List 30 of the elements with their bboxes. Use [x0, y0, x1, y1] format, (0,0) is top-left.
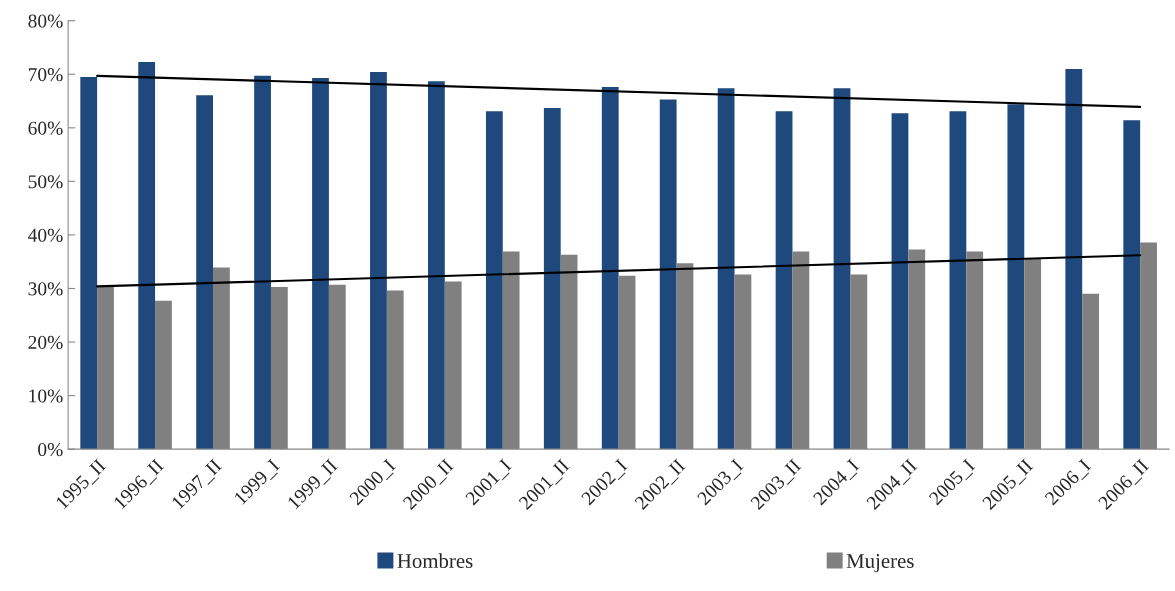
y-tick-label: 10% — [29, 389, 63, 403]
bar — [601, 87, 619, 450]
bar — [717, 88, 735, 450]
bar — [485, 111, 503, 450]
bar — [312, 77, 329, 450]
legend-label: Mujeres — [846, 554, 914, 573]
legend-label: Hombres — [397, 553, 473, 569]
bar — [1007, 104, 1025, 450]
y-tick-label: 60% — [28, 121, 63, 135]
y-tick-label: 50% — [28, 175, 63, 189]
bar — [1065, 68, 1083, 450]
bar — [1123, 120, 1141, 450]
bar — [138, 61, 156, 450]
bar — [543, 107, 561, 450]
y-tick-label: 80% — [28, 14, 63, 28]
y-tick-label: 20% — [28, 335, 63, 350]
bar — [833, 88, 851, 450]
y-tick-label: 40% — [28, 228, 63, 242]
y-tick-label: 0% — [38, 442, 63, 457]
bar — [775, 111, 793, 450]
bar — [427, 81, 445, 450]
y-tick-label: 70% — [28, 68, 63, 82]
bar — [891, 113, 909, 450]
bar — [80, 76, 98, 450]
bar — [370, 72, 387, 450]
bar — [254, 75, 271, 450]
bar — [196, 95, 214, 450]
y-tick-label: 30% — [28, 282, 63, 296]
bar — [659, 99, 677, 450]
bar — [949, 111, 967, 450]
